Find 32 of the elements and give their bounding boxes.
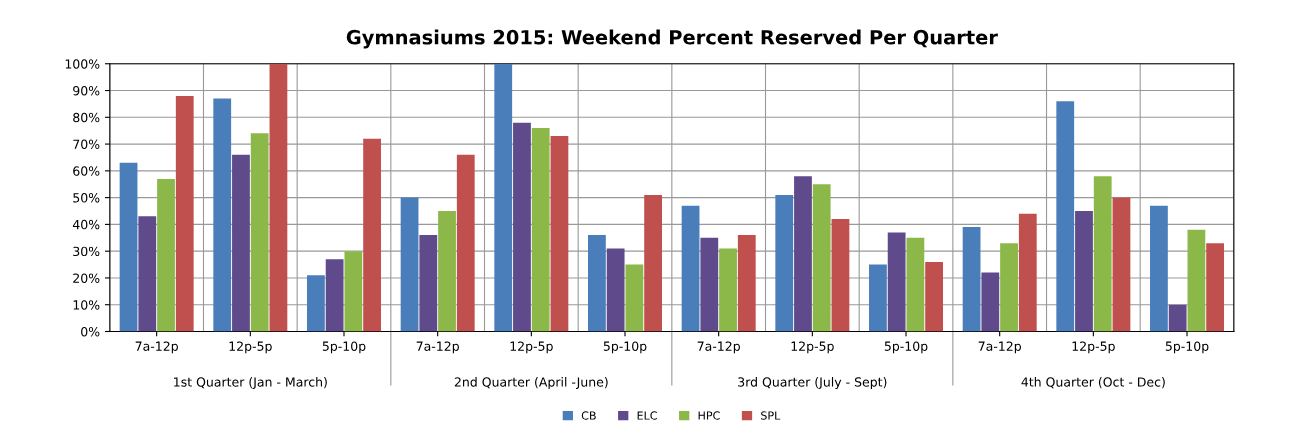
- x-tick-label: 5p-10p: [1165, 341, 1209, 354]
- x-tick-label: 7a-12p: [416, 341, 459, 354]
- text: 3rd Quarter (July - Sept): [738, 377, 887, 390]
- y-tick-label: 0%: [81, 326, 100, 337]
- y-tick-label: 40%: [72, 219, 100, 230]
- x-tick-label: 12p-5p: [229, 341, 272, 354]
- y-tick-label: 80%: [73, 112, 100, 123]
- text: 4th Quarter (Oct - Dec): [1021, 377, 1165, 389]
- text: 2nd Quarter (April -June): [454, 377, 608, 390]
- legend-label: HPC: [698, 411, 720, 420]
- x-tick-label: 7a-12p: [978, 341, 1021, 354]
- y-tick-label: 70%: [73, 139, 100, 149]
- x-tick-label: 12p-5p: [1072, 341, 1115, 354]
- x-tick-label: 12p-5p: [791, 341, 834, 354]
- x-tick-label: 5p-10p: [322, 341, 366, 354]
- y-tick-label: 10%: [73, 300, 100, 310]
- x-tick-label: 7a-12p: [135, 341, 178, 354]
- text: 1st Quarter (Jan - March): [174, 377, 327, 390]
- legend-label: CB: [581, 411, 596, 420]
- x-tick-label: 5p-10p: [884, 341, 928, 354]
- y-tick-label: 60%: [73, 166, 100, 176]
- y-tick-label: 50%: [73, 193, 100, 203]
- x-tick-label: 12p-5p: [510, 341, 553, 354]
- legend-label: ELC: [637, 411, 657, 420]
- y-tick-label: 100%: [65, 59, 100, 69]
- x-tick-label: 7a-12p: [697, 341, 740, 354]
- chart-title: Gymnasiums 2015: Weekend Percent Reserved Per Quarter: [346, 29, 998, 49]
- x-tick-label: 5p-10p: [603, 341, 647, 354]
- y-tick-label: 30%: [73, 246, 100, 257]
- y-tick-label: 90%: [73, 86, 100, 96]
- legend-label: SPL: [761, 411, 781, 420]
- y-tick-label: 20%: [73, 273, 100, 283]
